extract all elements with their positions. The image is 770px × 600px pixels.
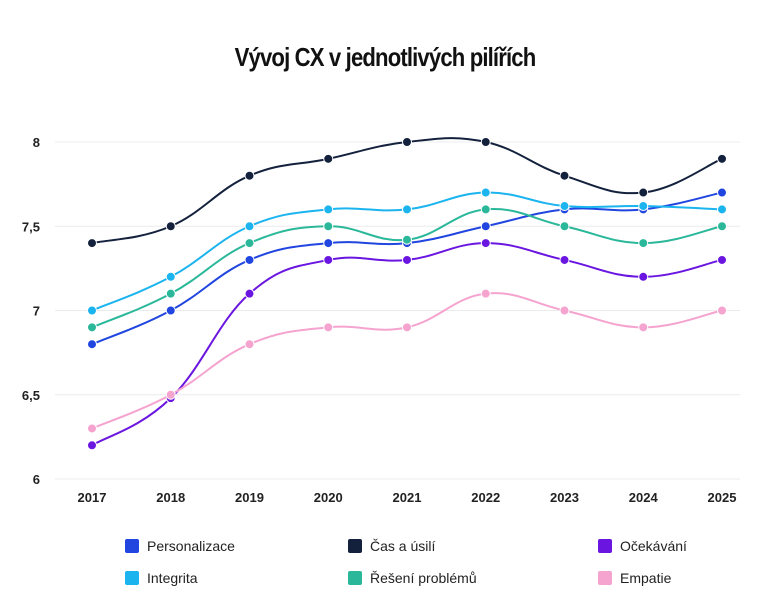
legend-label: Očekávání [620, 538, 687, 554]
data-point [244, 170, 255, 181]
legend-label: Čas a úsilí [370, 538, 436, 554]
legend-label: Empatie [620, 570, 672, 586]
legend-label: Personalizace [147, 538, 235, 554]
legend-label: Integrita [147, 570, 198, 586]
series-line-5 [91, 292, 723, 430]
chart-title: Vývoj CX v jednotlivých pilířích [234, 42, 537, 72]
legend-item: Personalizace [125, 538, 235, 554]
data-point [87, 423, 97, 434]
series-line-2 [91, 242, 723, 447]
data-point [244, 238, 255, 249]
legend-swatch [125, 539, 139, 553]
data-point [480, 204, 491, 215]
data-point [87, 339, 97, 350]
legend-swatch [598, 571, 612, 585]
data-point [480, 238, 491, 249]
legend-item: Řešení problémů [348, 570, 477, 586]
data-point [480, 288, 491, 299]
data-point [323, 204, 334, 215]
data-point [244, 254, 255, 265]
data-point [559, 170, 570, 181]
legend-item: Integrita [125, 570, 198, 586]
x-tick-label: 2025 [708, 490, 737, 505]
legend-swatch [348, 571, 362, 585]
line-chart: 6 6,5 7 7,5 8 2017 2018 2019 2020 2021 2022 2023 202… [22, 135, 740, 505]
y-tick-label: 6 [33, 472, 40, 487]
data-point [402, 322, 412, 333]
legend-swatch [348, 539, 362, 553]
y-tick-label: 6,5 [22, 388, 40, 403]
series-line-1 [91, 137, 723, 245]
data-point [165, 305, 176, 316]
x-tick-label: 2023 [550, 490, 579, 505]
data-point [87, 238, 97, 249]
data-point [717, 221, 727, 232]
x-tick-label: 2017 [78, 490, 107, 505]
legend-swatch [125, 571, 139, 585]
legend-swatch [598, 539, 612, 553]
y-tick-label: 7,5 [22, 219, 40, 234]
data-point [638, 271, 649, 282]
legend-item: Empatie [598, 570, 671, 586]
data-point [402, 234, 412, 245]
data-point [559, 254, 570, 265]
data-point [165, 271, 176, 282]
data-point [559, 201, 570, 212]
data-point [165, 221, 176, 232]
data-point [323, 221, 334, 232]
data-point [480, 221, 491, 232]
x-tick-label: 2019 [235, 490, 264, 505]
data-point [717, 153, 727, 164]
x-tick-label: 2020 [314, 490, 343, 505]
x-tick-label: 2018 [156, 490, 185, 505]
data-point [244, 221, 255, 232]
data-point [323, 322, 334, 333]
data-point [638, 238, 649, 249]
data-point [244, 288, 255, 299]
legend-label: Řešení problémů [370, 570, 477, 586]
x-tick-label: 2021 [393, 490, 422, 505]
data-point [638, 322, 649, 333]
data-point [480, 187, 491, 198]
data-point [87, 305, 97, 316]
legend-item: Očekávání [598, 538, 687, 554]
data-point [244, 339, 255, 350]
data-point [717, 204, 727, 215]
x-tick-label: 2024 [629, 490, 659, 505]
data-point [717, 254, 727, 265]
data-point [402, 204, 412, 215]
data-point [559, 221, 570, 232]
y-tick-label: 8 [33, 135, 40, 150]
data-point [323, 254, 334, 265]
data-point [559, 305, 570, 316]
y-tick-label: 7 [33, 304, 40, 319]
data-point [402, 254, 412, 265]
data-point [87, 440, 97, 451]
data-point [717, 187, 727, 198]
data-point [638, 201, 649, 212]
data-point [323, 238, 334, 249]
x-tick-label: 2022 [471, 490, 500, 505]
data-point [717, 305, 727, 316]
data-point [165, 288, 176, 299]
data-point [638, 187, 649, 198]
data-point [323, 153, 334, 164]
data-point [480, 137, 491, 147]
legend-item: Čas a úsilí [348, 538, 435, 554]
data-point [402, 137, 412, 147]
data-point [87, 322, 97, 333]
data-point [165, 389, 176, 400]
